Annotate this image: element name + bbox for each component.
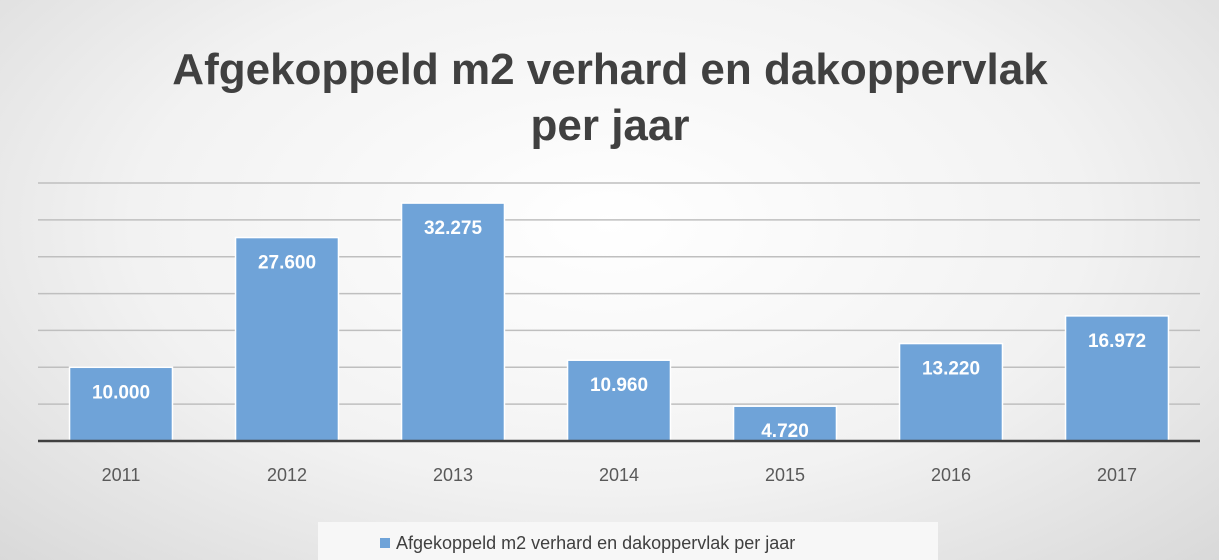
data-label: 10.960	[590, 375, 648, 396]
data-label: 32.275	[424, 218, 483, 239]
x-tick-label: 2012	[267, 465, 307, 485]
x-tick-label: 2011	[102, 465, 141, 485]
legend-swatch	[380, 538, 390, 548]
legend-label: Afgekoppeld m2 verhard en dakoppervlak p…	[396, 533, 795, 553]
x-tick-label: 2014	[599, 465, 639, 485]
bar	[68, 366, 174, 442]
data-label: 13.220	[922, 359, 980, 380]
bar	[1064, 315, 1170, 442]
legend-box	[318, 522, 938, 560]
x-tick-label: 2017	[1097, 465, 1137, 485]
data-label: 4.720	[761, 421, 809, 442]
data-label: 10.000	[92, 382, 150, 403]
x-tick-label: 2015	[765, 465, 805, 485]
chart-title: Afgekoppeld m2 verhard en dakoppervlak p…	[172, 45, 1048, 150]
x-tick-label: 2013	[433, 465, 473, 485]
bar	[400, 202, 506, 442]
bar	[732, 405, 838, 442]
bar	[566, 359, 672, 442]
data-label: 16.972	[1088, 331, 1146, 352]
data-label: 27.600	[258, 253, 316, 274]
x-tick-label: 2016	[931, 465, 971, 485]
bar	[898, 342, 1004, 442]
bar	[234, 236, 340, 442]
